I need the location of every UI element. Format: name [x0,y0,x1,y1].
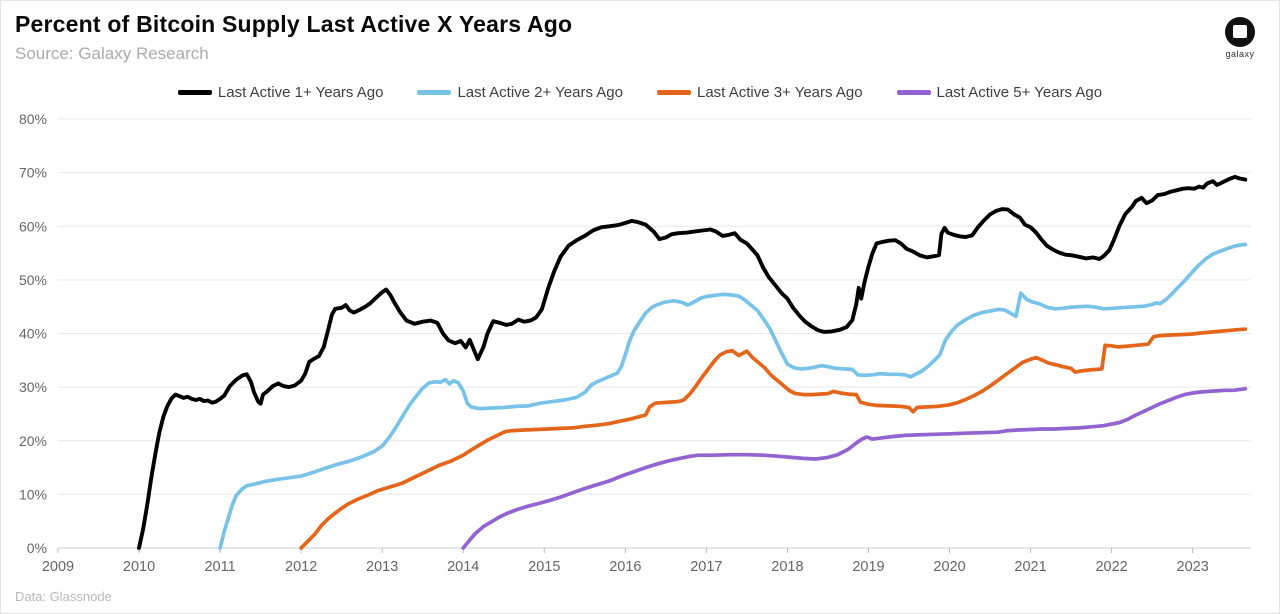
y-axis-label: 60% [19,218,47,234]
x-axis-label: 2014 [447,559,479,575]
series-line-1plus [137,174,1248,550]
page-title: Percent of Bitcoin Supply Last Active X … [15,11,573,37]
legend-item-2plus: Last Active 2+ Years Ago [417,84,623,101]
y-axis-label: 10% [19,486,47,502]
galaxy-logo-icon [1225,17,1255,47]
legend-item-3plus: Last Active 3+ Years Ago [657,84,863,101]
series-line-2plus [218,242,1248,550]
chart-subtitle: Source: Galaxy Research [15,43,209,63]
y-axis-label: 0% [27,540,47,556]
series-line-3plus [299,327,1248,550]
legend-label-3plus: Last Active 3+ Years Ago [697,84,863,101]
x-axis-label: 2016 [609,559,641,575]
data-source-note: Data: Glassnode [15,589,112,604]
legend-swatch-2plus [417,90,452,95]
logo-wordmark: galaxy [1225,49,1255,59]
legend-label-1plus: Last Active 1+ Years Ago [217,84,384,101]
x-axis-label: 2021 [1014,559,1046,575]
legend-item-1plus: Last Active 1+ Years Ago [177,84,384,101]
x-axis-label: 2017 [690,559,722,575]
y-axis-label: 40% [19,326,47,342]
x-axis-label: 2011 [204,559,235,575]
chart-header: Percent of Bitcoin Supply Last Active X … [15,11,572,64]
legend-swatch-3plus [657,90,691,95]
x-axis-label: 2019 [852,559,884,575]
x-axis-label: 2009 [42,559,74,575]
legend-swatch-1plus [177,90,212,95]
legend-label-5plus: Last Active 5+ Years Ago [936,84,1103,101]
y-axis-label: 30% [19,379,47,395]
x-axis-label: 2023 [1177,559,1209,575]
y-axis-label: 20% [19,433,47,449]
galaxy-logo: galaxy [1217,17,1263,59]
legend-swatch-5plus [896,90,931,95]
legend-item-5plus: Last Active 5+ Years Ago [896,84,1103,101]
logo-ring-inner [1233,25,1247,38]
x-axis-label: 2020 [933,559,965,575]
legend-label-2plus: Last Active 2+ Years Ago [457,84,623,101]
chart-legend: Last Active 1+ Years Ago Last Active 2+ Y… [1,84,1279,101]
series-line-5plus [461,386,1248,550]
x-axis-label: 2018 [771,559,803,575]
x-axis-label: 2022 [1095,559,1127,575]
y-axis-label: 50% [19,272,47,288]
y-axis-label: 70% [19,165,47,181]
x-axis-label: 2015 [528,559,560,575]
y-axis-label: 80% [19,111,47,127]
x-axis-label: 2013 [366,559,398,575]
x-axis-label: 2010 [123,559,155,575]
x-axis-label: 2012 [285,559,317,575]
